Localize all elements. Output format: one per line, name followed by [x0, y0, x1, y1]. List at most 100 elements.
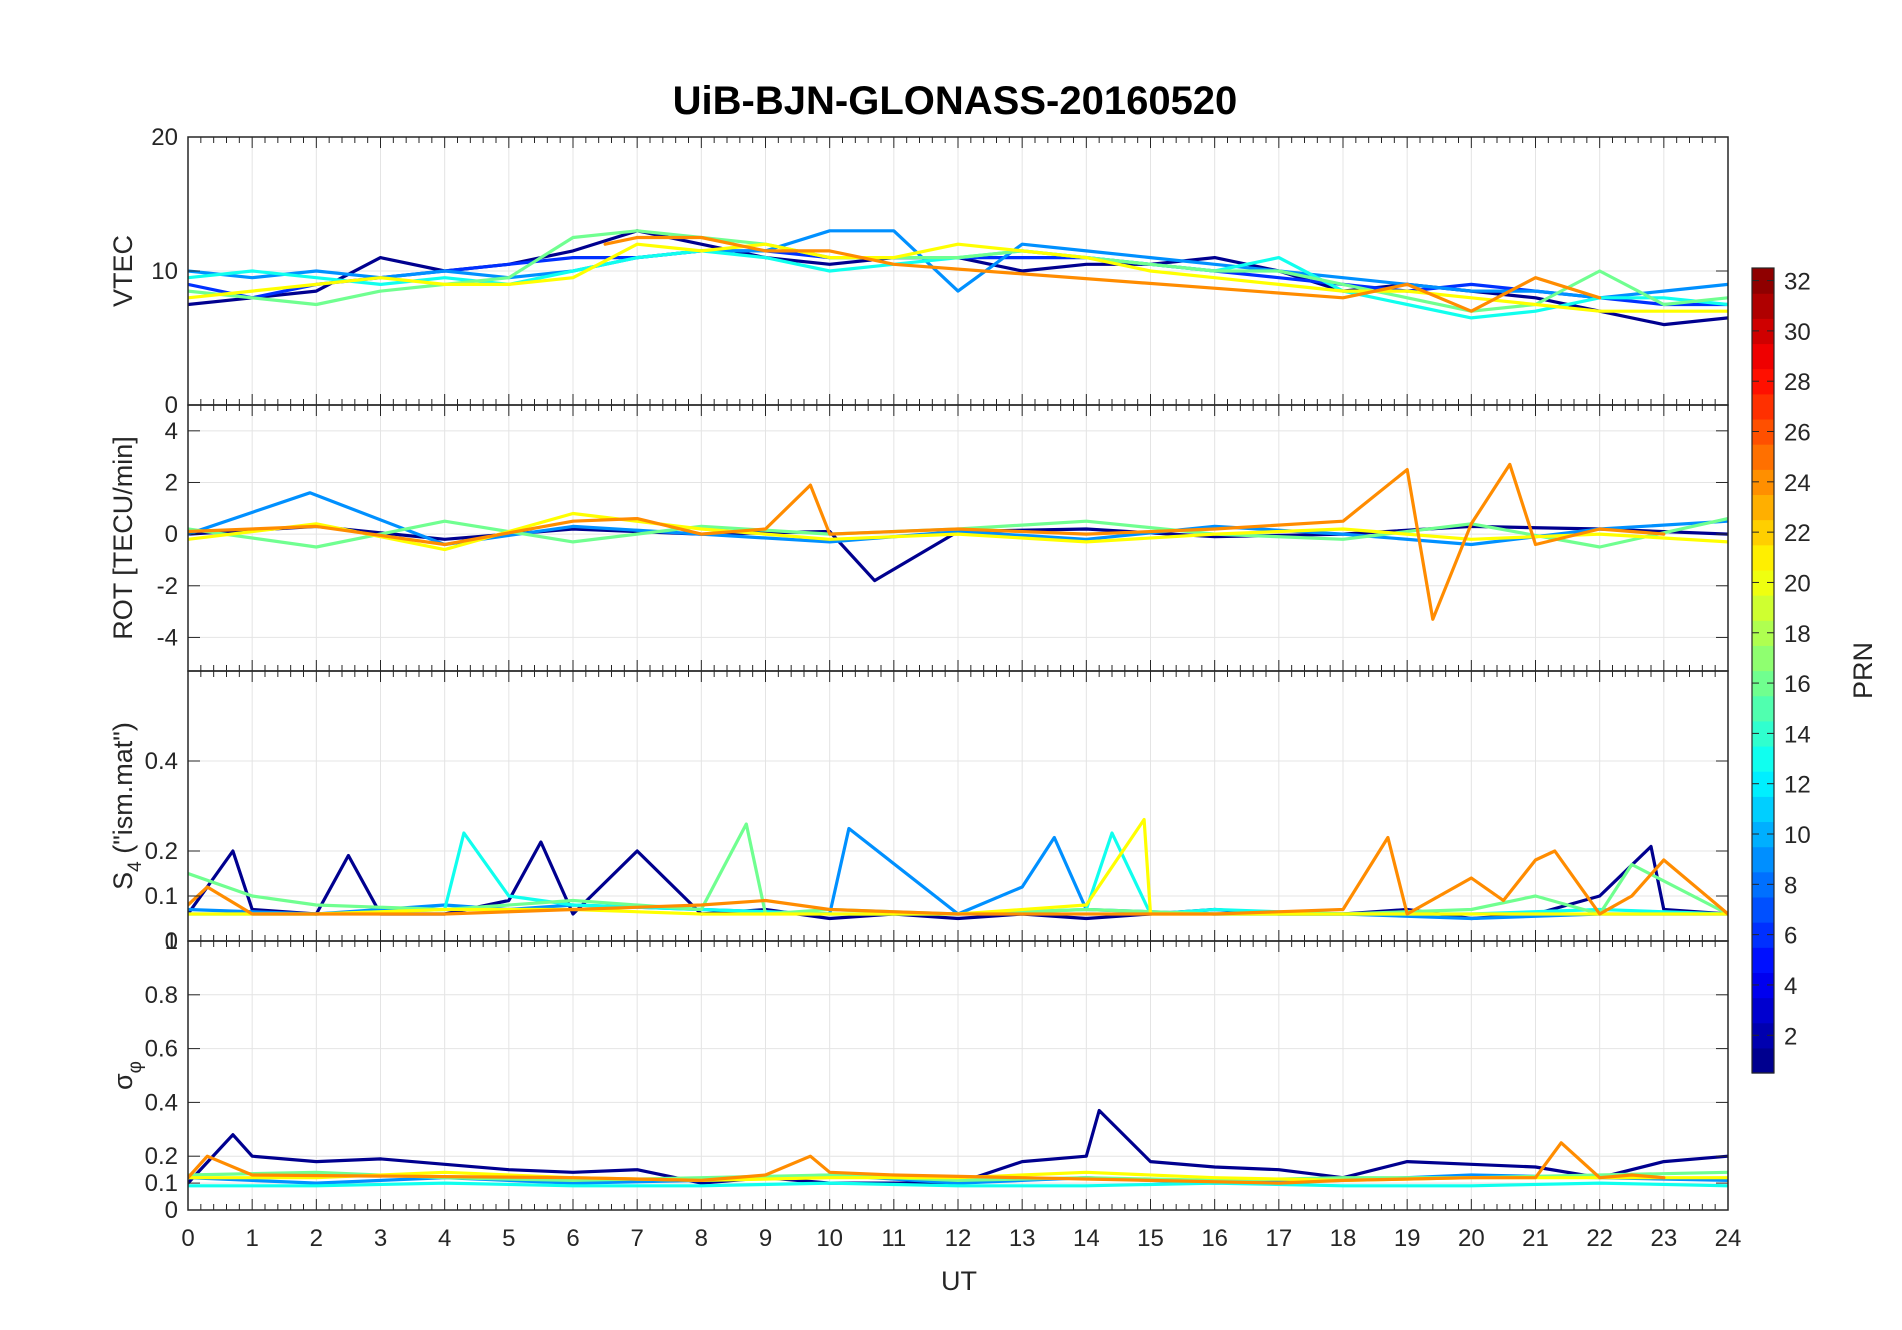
series-prn-20 — [188, 511, 1728, 552]
colorbar-tick-label: 20 — [1784, 570, 1811, 597]
series-prn-20 — [188, 817, 1728, 916]
y-axis-label: ROT [TECU/min] — [108, 436, 138, 640]
x-tick-label: 9 — [759, 1225, 772, 1252]
x-tick-label: 15 — [1137, 1225, 1164, 1252]
chart-title: UiB-BJN-GLONASS-20160520 — [673, 79, 1238, 123]
x-tick-label: 18 — [1330, 1225, 1357, 1252]
colorbar-swatch — [1752, 494, 1774, 521]
colorbar-tick-label: 4 — [1784, 973, 1797, 1000]
x-tick-label: 8 — [695, 1225, 708, 1252]
x-tick-label: 16 — [1201, 1225, 1228, 1252]
colorbar-swatch — [1752, 796, 1774, 823]
colorbar-swatch — [1752, 318, 1774, 345]
x-tick-label: 14 — [1073, 1225, 1100, 1252]
y-tick-label: 0.8 — [145, 982, 178, 1009]
x-tick-label: 22 — [1586, 1225, 1613, 1252]
y-label-sub: 4 — [125, 861, 146, 872]
colorbar-swatch — [1752, 368, 1774, 395]
colorbar-swatch — [1752, 972, 1774, 999]
y-tick-label: -4 — [157, 624, 178, 651]
colorbar-swatch — [1752, 720, 1774, 747]
y-label-rest: ("ism.mat") — [108, 722, 138, 861]
colorbar-swatch — [1752, 444, 1774, 470]
x-tick-label: 1 — [245, 1225, 258, 1252]
colorbar-swatch — [1752, 343, 1774, 370]
y-tick-label: 20 — [151, 124, 178, 151]
series-prn-24 — [188, 1141, 1666, 1185]
colorbar-tick-label: 14 — [1784, 721, 1811, 748]
x-tick-label: 7 — [630, 1225, 643, 1252]
x-tick-label: 13 — [1009, 1225, 1036, 1252]
panel-2: -4 -2 0 2 4 ROT [TECU/min] — [108, 404, 1729, 672]
colorbar-swatch — [1752, 469, 1774, 496]
colorbar-swatch — [1752, 997, 1774, 1024]
series-prn-24 — [188, 462, 1666, 621]
y-tick-label: 0 — [165, 521, 178, 548]
y-tick-label: 0 — [165, 392, 178, 419]
x-tick-label: 20 — [1458, 1225, 1485, 1252]
series-prn-24 — [188, 835, 1728, 916]
series-prn-24 — [603, 235, 1602, 313]
x-tick-label: 0 — [181, 1225, 194, 1252]
colorbar-tick-label: 24 — [1784, 470, 1811, 497]
y-label-main: σ — [108, 1073, 138, 1090]
colorbar-swatch — [1752, 519, 1774, 546]
colorbar-swatch — [1752, 771, 1774, 797]
colorbar-tick-label: 10 — [1784, 822, 1811, 849]
x-tick-label: 4 — [438, 1225, 451, 1252]
colorbar-swatch — [1752, 1022, 1774, 1049]
y-tick-label: 10 — [151, 258, 178, 285]
colorbar-tick-label: 30 — [1784, 319, 1811, 346]
colorbar-swatch — [1752, 922, 1774, 948]
colorbar-tick-label: 8 — [1784, 872, 1797, 899]
colorbar-swatch — [1752, 569, 1774, 596]
colorbar-swatch — [1752, 620, 1774, 646]
panel-3: 00.10.20.4S4 ("ism.mat") — [108, 670, 1729, 955]
colorbar-swatch — [1752, 268, 1774, 294]
series-group — [188, 817, 1728, 921]
colorbar-tick-label: 26 — [1784, 420, 1811, 447]
colorbar-tick-label: 12 — [1784, 772, 1811, 799]
x-tick-label: 5 — [502, 1225, 515, 1252]
colorbar-tick-label: 2 — [1784, 1023, 1797, 1050]
series-group — [188, 462, 1728, 621]
x-tick-label: 10 — [816, 1225, 843, 1252]
x-axis-label: UT — [941, 1266, 977, 1296]
colorbar-tick-label: 18 — [1784, 621, 1811, 648]
series-prn-9 — [188, 229, 1728, 300]
colorbar-tick-label: 22 — [1784, 520, 1811, 547]
y-label-main: S — [108, 872, 138, 890]
y-tick-label: 4 — [165, 418, 178, 445]
colorbar-tick-label: 16 — [1784, 671, 1811, 698]
panel-1: 0 10 20 VTEC — [108, 124, 1729, 419]
y-tick-label: -2 — [157, 573, 178, 600]
colorbar-swatch — [1752, 670, 1774, 697]
colorbar-label: PRN — [1848, 642, 1878, 699]
colorbar-swatch — [1752, 293, 1774, 319]
y-tick-label: 0.1 — [145, 1170, 178, 1197]
colorbar-swatch — [1752, 544, 1774, 571]
x-tick-label: 12 — [945, 1225, 972, 1252]
colorbar-swatch — [1752, 846, 1774, 873]
colorbar-swatch — [1752, 418, 1774, 445]
x-tick-label: 11 — [881, 1225, 906, 1252]
y-label-sub: φ — [125, 1061, 146, 1073]
colorbar-swatch — [1752, 896, 1774, 923]
x-tick-label: 21 — [1522, 1225, 1549, 1252]
x-tick-label: 17 — [1265, 1225, 1292, 1252]
y-tick-label: 0.2 — [145, 1143, 178, 1170]
series-group — [188, 1108, 1728, 1188]
x-tick-label: 24 — [1715, 1225, 1742, 1252]
y-tick-label: 0.2 — [145, 838, 178, 865]
colorbar-tick-label: 6 — [1784, 923, 1797, 950]
x-tick-label: 19 — [1394, 1225, 1421, 1252]
colorbar-swatch — [1752, 645, 1774, 672]
colorbar-tick-label: 28 — [1784, 369, 1811, 396]
colorbar-swatch — [1752, 1047, 1774, 1074]
colorbar-swatch — [1752, 595, 1774, 621]
y-tick-label: 0.1 — [145, 883, 178, 910]
colorbar-swatch — [1752, 947, 1774, 973]
